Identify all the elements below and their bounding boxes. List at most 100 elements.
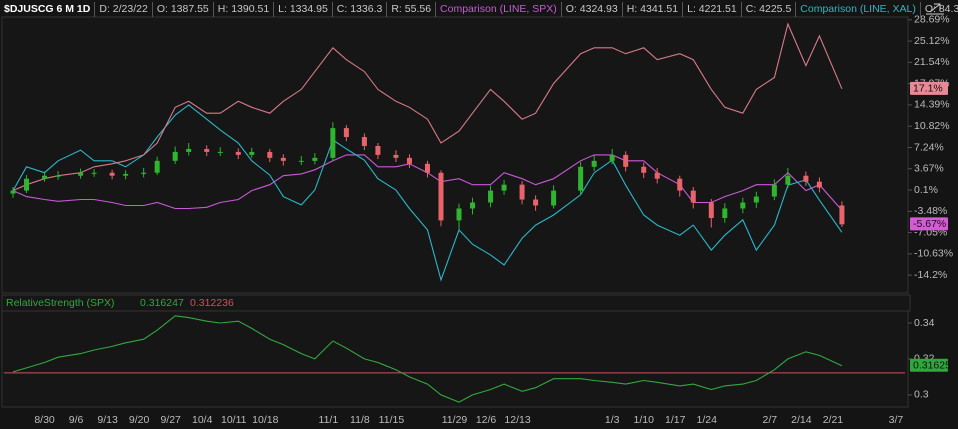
header-field: R: 55.56 [386,2,435,17]
candle-body [488,190,494,203]
x-tick-label: 11/1 [319,414,339,426]
x-tick-label: 1/24 [697,414,718,426]
candle-body [839,205,845,225]
comparison-label: Comparison (LINE, SPX) [435,2,561,17]
candle-body [154,160,160,173]
candle-body [361,137,367,146]
x-tick-label: 2/7 [763,414,778,426]
candle-body [24,178,30,191]
value-badge [910,358,948,372]
candle-body [551,190,557,206]
x-tick-label: 2/14 [791,414,812,426]
candle-body [343,128,349,138]
candle-body [456,208,462,221]
y-tick-label: -3.48% [914,205,947,217]
x-tick-label: 12/13 [504,414,530,426]
candle-body [470,202,476,209]
candle-body [677,178,683,191]
settings-icon[interactable] [926,3,944,15]
x-tick-label: 10/18 [252,414,278,426]
candle-body [722,208,728,218]
candle-body [312,157,318,161]
x-tick-label: 9/6 [69,414,84,426]
candle-body [424,163,430,173]
y-tick-label: 25.12% [914,35,950,47]
value-badge [910,217,948,231]
candle-body [91,172,97,174]
header-field: C: 1336.3 [331,2,387,17]
x-tick-label: 3/7 [889,414,904,426]
candle-body [591,160,597,167]
y-tick-label: 28.69% [914,14,950,26]
x-tick-label: 9/13 [97,414,118,426]
candle-body [375,145,381,155]
x-tick-label: 1/10 [633,414,654,426]
candle-body [298,160,304,162]
candle-body [609,154,615,161]
candle-body [217,151,223,153]
candle-body [10,190,16,194]
candle-body [519,184,525,200]
study-panel [1,310,909,408]
y-tick-label: 21.54% [914,56,950,68]
value-badge [910,81,948,95]
symbol: $DJUSCG 6 M 1D [4,3,91,15]
plot-layer: 28.69%25.12%21.54%17.97%14.39%10.82%7.24… [4,14,953,426]
icon-stroke [926,3,944,15]
candle-body [204,148,210,152]
header-field: L: 1334.95 [273,2,332,17]
header-field: H: 4341.51 [621,2,682,17]
candle-body [393,154,399,158]
candle-body [172,151,178,161]
header: $DJUSCG 6 M 1D D: 2/23/22 O: 1387.55 H: 13… [2,2,958,17]
candle-body [186,148,192,152]
comparison-label: Comparison (LINE, XAL) [795,2,920,17]
y-tick-label: -14.2% [914,269,947,281]
candle-body [235,151,241,155]
y-tick-label: -10.63% [914,248,953,260]
y-tick-label: 0.3 [914,389,929,401]
y-tick-label: 0.34 [914,317,935,329]
y-tick-label: 14.39% [914,99,950,111]
candle-body [578,166,584,191]
candle-body [249,151,255,155]
candle-body [533,199,539,206]
candle-body [123,173,129,176]
candle-body [740,202,746,209]
candle-body [690,190,696,203]
x-tick-label: 9/27 [160,414,181,426]
comparison-line [12,22,843,192]
badge-label: -5.67% [913,218,946,230]
candle-body [654,172,660,179]
y-tick-label: 3.67% [914,163,944,175]
price-panel [1,16,909,294]
header-field: O: 1387.55 [151,2,213,17]
candle-body [330,128,336,158]
comparison-line [12,154,843,211]
x-tick-label: 1/3 [605,414,620,426]
header-field: C: 4225.5 [740,2,796,17]
candle-body [623,154,629,167]
study-name: RelativeStrength (SPX) [6,297,115,309]
y-tick-label: 7.24% [914,141,944,153]
header-field: H: 1390.51 [212,2,273,17]
badge-label: 0.31625 [913,359,951,371]
candle-body [280,157,286,161]
candle-body [816,181,822,188]
header-field: O: 84.35 [919,2,958,17]
x-tick-label: 10/11 [221,414,247,426]
study-header [1,294,911,312]
study-reference: 0.312236 [190,297,234,309]
candle-body [78,172,84,176]
candle-body [267,151,273,158]
candle-body [771,184,777,197]
candle-body [42,175,48,179]
study-line [12,315,843,403]
badge-label: 17.1% [913,83,943,95]
candle-body [141,172,147,174]
candle-body [803,175,809,182]
candle-body [501,184,507,191]
y-tick-label: 0.1% [914,184,938,196]
